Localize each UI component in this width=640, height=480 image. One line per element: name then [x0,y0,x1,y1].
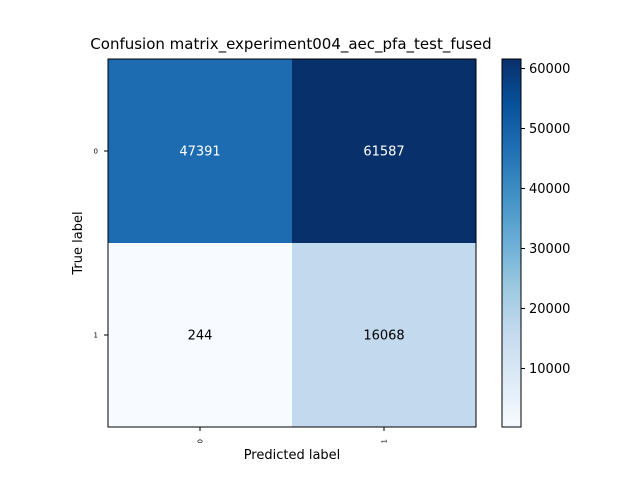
y-axis-ticks: 01 [94,148,108,340]
cell-value-label: 244 [188,329,213,344]
colorbar-tick-label: 20000 [529,302,570,317]
heatmap-cell [108,243,292,427]
colorbar-tick-label: 50000 [529,122,570,137]
colorbar-tick-label: 60000 [529,62,570,77]
cell-value-label: 16068 [363,329,404,344]
x-axis-label: Predicted label [244,448,341,463]
heatmap-cell [108,59,292,243]
x-tick-label: 1 [381,439,389,443]
plot-frame [107,58,477,428]
heatmap-cells: 47391 61587 244 16068 [108,59,476,427]
chart-title: Confusion matrix_experiment004_aec_pfa_t… [90,35,491,54]
cell-value-label: 47391 [179,145,220,160]
y-tick-label: 0 [94,148,98,156]
colorbar-tick-label: 40000 [529,182,570,197]
colorbar [501,58,522,428]
x-tick-label: 0 [197,439,205,443]
colorbar-tick-label: 30000 [529,242,570,257]
y-tick-label: 1 [94,332,98,340]
cell-value-label: 61587 [363,145,404,160]
heatmap-cell [292,59,476,243]
colorbar-tick-label: 10000 [529,362,570,377]
heatmap-cell [292,243,476,427]
y-axis-label: True label [71,211,86,275]
colorbar-ticks: 10000 20000 30000 40000 50000 60000 [521,62,570,377]
